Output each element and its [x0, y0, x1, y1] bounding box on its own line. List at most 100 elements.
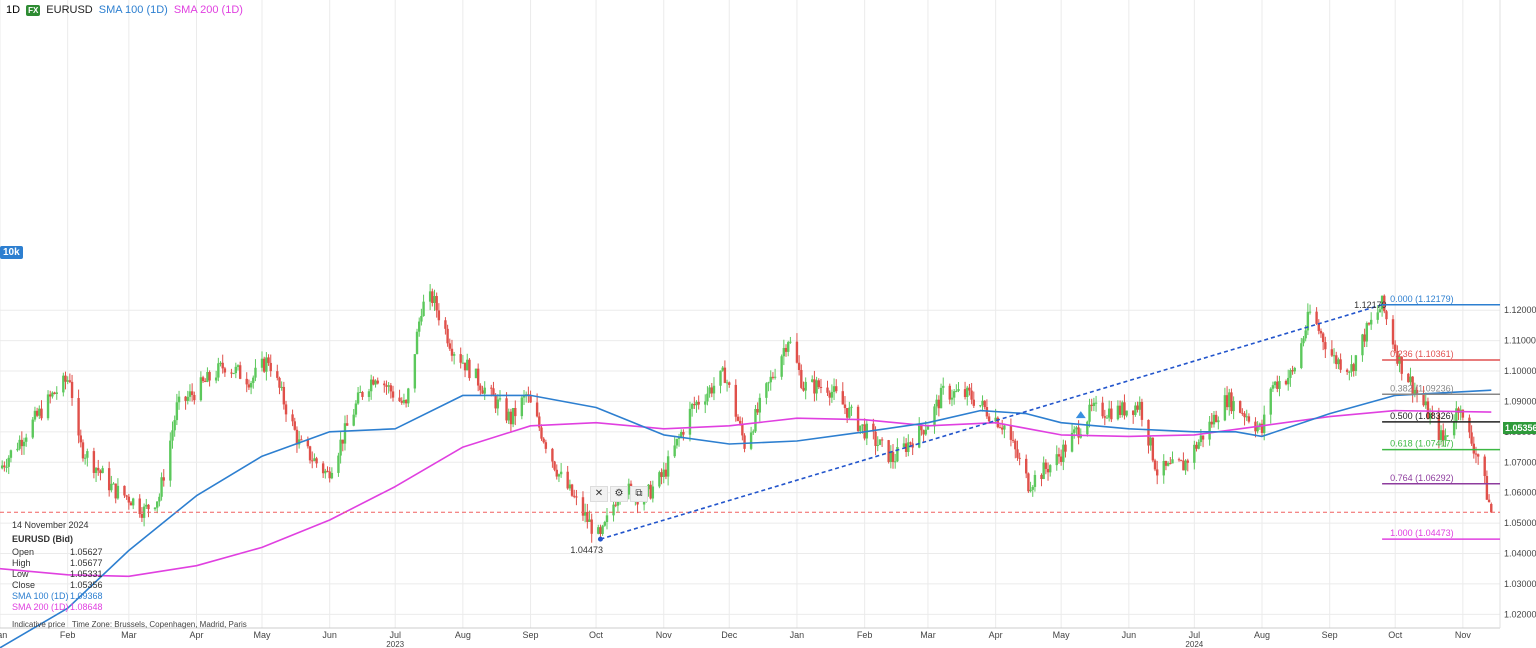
- current-price-tag: 1.05356: [1503, 422, 1536, 434]
- candle-body: [31, 419, 34, 438]
- sma200-legend[interactable]: SMA 200 (1D): [173, 4, 243, 16]
- candle-body: [463, 362, 467, 371]
- candle-body: [797, 362, 801, 370]
- fx-badge: FX: [26, 4, 41, 16]
- info-row-open: Open 1.05627: [12, 547, 103, 557]
- candle-body: [682, 431, 685, 435]
- candle-body: [880, 439, 884, 441]
- candle-body: [887, 440, 890, 462]
- candle-body: [662, 469, 665, 477]
- candle-body: [588, 519, 591, 522]
- candle-body: [1304, 330, 1307, 339]
- info-symbol: EURUSD (Bid): [12, 534, 73, 544]
- candle-body: [260, 358, 264, 368]
- candle-body: [642, 501, 646, 505]
- candle-body: [208, 372, 211, 381]
- candle-body: [116, 485, 120, 499]
- candle-body: [1258, 423, 1262, 427]
- candle-body: [573, 495, 576, 497]
- candle-body: [939, 387, 943, 409]
- candle-body: [1300, 343, 1303, 368]
- candle-body: [933, 406, 936, 427]
- candle-body: [1136, 405, 1139, 410]
- candle-body: [826, 387, 829, 393]
- candle-body: [1243, 413, 1246, 418]
- candle-body: [16, 448, 19, 451]
- candle-body: [1125, 410, 1128, 416]
- candle-body: [1090, 404, 1093, 407]
- x-tick-label: Apr: [989, 630, 1003, 640]
- candle-body: [529, 396, 532, 403]
- candle-body: [92, 451, 96, 473]
- candle-body: [490, 387, 493, 389]
- candle-body: [1245, 416, 1248, 418]
- candle-body: [835, 386, 838, 392]
- candle-body: [1201, 435, 1205, 440]
- candle-body: [1428, 413, 1432, 419]
- candle-body: [920, 424, 923, 431]
- candle-body: [1075, 427, 1078, 430]
- candle-body: [948, 385, 951, 400]
- candle-body: [819, 386, 823, 388]
- candle-body: [1378, 309, 1382, 313]
- candle-body: [907, 442, 910, 452]
- candle-body: [262, 358, 266, 372]
- candle-body: [435, 296, 438, 311]
- candle-body: [559, 471, 563, 475]
- sma100-legend[interactable]: SMA 100 (1D): [98, 4, 168, 16]
- candle-body: [282, 386, 286, 405]
- candle-body: [1184, 460, 1187, 471]
- candle-body: [1352, 364, 1355, 372]
- candle-body: [1064, 444, 1067, 452]
- x-tick-label: May: [1053, 630, 1071, 640]
- candle-body: [544, 442, 548, 449]
- candle-body: [376, 380, 379, 384]
- candle-body: [1393, 344, 1397, 352]
- candle-body: [162, 477, 165, 481]
- candle-body: [391, 391, 395, 398]
- candle-body: [597, 527, 600, 534]
- candle-body: [1140, 401, 1144, 420]
- candle-body: [199, 377, 203, 401]
- candle-body: [1276, 381, 1279, 389]
- candle-body: [1018, 457, 1021, 459]
- gear-icon[interactable]: ⚙: [610, 486, 628, 502]
- candle-body: [402, 400, 406, 403]
- candle-body: [1042, 462, 1045, 480]
- candle-body: [1180, 460, 1183, 462]
- candle-body: [817, 380, 820, 387]
- close-icon[interactable]: ✕: [590, 486, 608, 502]
- candle-body: [599, 527, 602, 534]
- candle-body: [413, 354, 417, 389]
- candle-body: [789, 341, 792, 343]
- candle-body: [70, 381, 74, 399]
- candle-body: [389, 385, 393, 392]
- candle-body: [586, 511, 589, 522]
- info-row-low: Low 1.05331: [12, 569, 103, 579]
- candle-body: [1284, 380, 1288, 385]
- candle-body: [1474, 453, 1478, 455]
- ohlc-info-box: 14 November 2024 EURUSD (Bid) Open 1.0562…: [0, 520, 140, 613]
- candle-body: [507, 411, 510, 421]
- candle-body: [1380, 295, 1384, 310]
- fib-level-label: 1.000 (1.04473): [1390, 528, 1454, 538]
- candle-body: [1361, 334, 1364, 356]
- candle-body: [407, 388, 410, 404]
- copy-icon[interactable]: ⧉: [630, 486, 648, 502]
- candle-body: [1289, 370, 1292, 378]
- candle-body: [356, 392, 360, 404]
- candle-body: [1411, 376, 1414, 394]
- candle-body: [1468, 417, 1471, 433]
- candle-body: [326, 470, 329, 472]
- symbol-label[interactable]: EURUSD: [46, 4, 93, 16]
- candle-body: [1444, 435, 1447, 441]
- candle-body: [158, 496, 161, 502]
- candle-body: [1350, 364, 1353, 372]
- timeframe-label[interactable]: 1D: [6, 4, 21, 16]
- candle-body: [81, 442, 85, 459]
- candle-body: [1103, 416, 1107, 418]
- candle-body: [1107, 408, 1111, 418]
- candle-body: [46, 394, 50, 419]
- timezone-label: Time Zone: Brussels, Copenhagen, Madrid,…: [71, 620, 247, 629]
